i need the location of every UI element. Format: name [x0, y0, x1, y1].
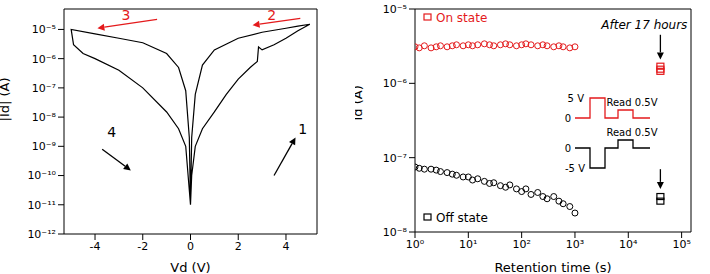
svg-text:0: 0 [187, 240, 194, 253]
svg-text:2: 2 [235, 240, 242, 253]
svg-text:10⁻¹⁰: 10⁻¹⁰ [27, 169, 56, 182]
svg-text:10⁻⁹: 10⁻⁹ [32, 140, 56, 153]
svg-text:|Id| (A): |Id| (A) [8, 77, 12, 121]
svg-text:-4: -4 [90, 240, 101, 253]
svg-text:After 17 hours: After 17 hours [600, 18, 687, 32]
svg-text:10⁻⁶: 10⁻⁶ [383, 77, 408, 90]
svg-text:10⁴: 10⁴ [619, 238, 638, 251]
svg-text:10⁰: 10⁰ [406, 238, 425, 251]
svg-text:4: 4 [107, 124, 116, 140]
svg-text:10⁵: 10⁵ [672, 238, 690, 251]
svg-text:4: 4 [282, 240, 289, 253]
svg-text:0: 0 [565, 113, 571, 124]
svg-text:On state: On state [436, 11, 487, 25]
svg-text:10⁻¹²: 10⁻¹² [27, 228, 56, 241]
svg-text:10⁻¹¹: 10⁻¹¹ [27, 199, 56, 212]
svg-text:10¹: 10¹ [459, 238, 477, 251]
svg-text:10⁻⁵: 10⁻⁵ [32, 23, 56, 36]
svg-text:Id (A): Id (A) [355, 85, 365, 120]
svg-text:10²: 10² [512, 238, 530, 251]
svg-text:1: 1 [298, 121, 307, 137]
svg-text:Off state: Off state [436, 211, 488, 225]
svg-text:10⁻⁶: 10⁻⁶ [32, 53, 57, 66]
svg-text:Read 0.5V: Read 0.5V [606, 97, 657, 108]
svg-text:10³: 10³ [566, 238, 584, 251]
svg-text:-5 V: -5 V [565, 163, 585, 174]
svg-text:10⁻⁷: 10⁻⁷ [383, 152, 407, 165]
svg-text:-2: -2 [137, 240, 148, 253]
svg-text:5 V: 5 V [568, 93, 585, 104]
svg-text:10⁻⁸: 10⁻⁸ [383, 226, 408, 239]
svg-text:Read 0.5V: Read 0.5V [606, 127, 657, 138]
svg-text:10⁻⁵: 10⁻⁵ [383, 3, 407, 16]
svg-text:2: 2 [267, 7, 276, 23]
svg-text:0: 0 [565, 143, 571, 154]
svg-text:10⁻⁷: 10⁻⁷ [32, 82, 56, 95]
svg-text:10⁻⁸: 10⁻⁸ [32, 111, 57, 124]
svg-text:Vd (V): Vd (V) [170, 260, 210, 274]
svg-text:Retention time (s): Retention time (s) [494, 260, 611, 274]
svg-text:3: 3 [122, 7, 131, 23]
